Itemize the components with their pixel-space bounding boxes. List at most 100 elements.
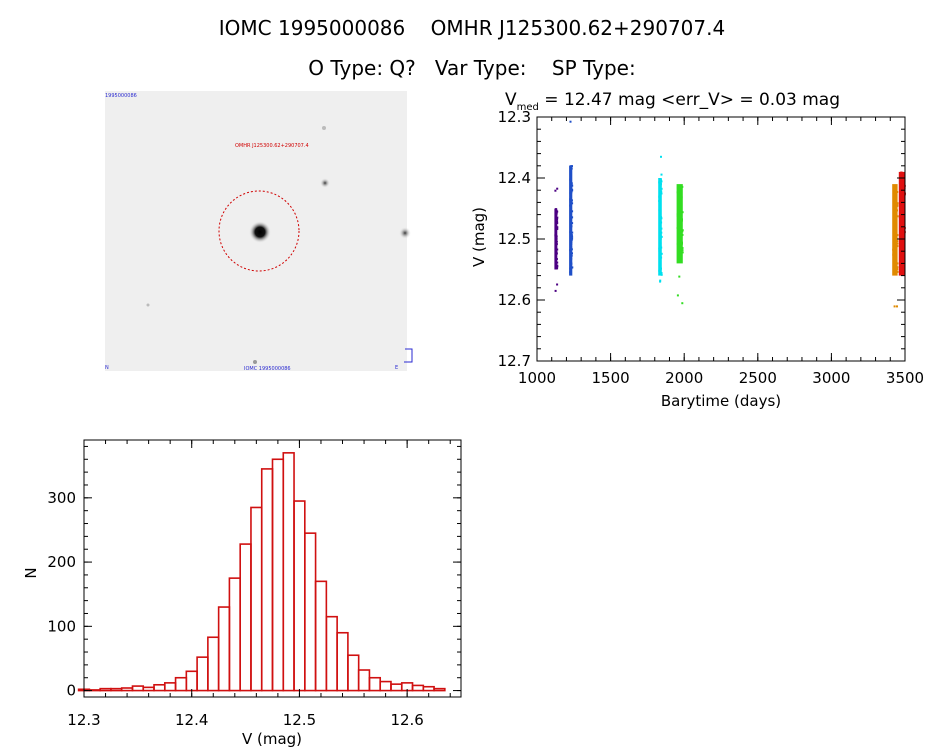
lc-y-axis-label: V (mag) (470, 207, 488, 267)
star-id-title: IOMC 1995000086 OMHR J125300.62+290707.4 (218, 16, 726, 40)
histogram-bar (131, 685, 145, 692)
histogram-bar (379, 680, 392, 692)
histogram-bar (260, 468, 274, 692)
lc-point (554, 189, 557, 192)
histogram-bar (325, 615, 338, 692)
lc-point (569, 120, 572, 123)
lc-x-tick-label: 1500 (592, 369, 630, 387)
histogram-bar (422, 685, 435, 692)
hist-x-axis-label: V (mag) (242, 730, 302, 747)
lc-x-tick-label: 1000 (518, 369, 556, 387)
north-label: N (105, 365, 109, 371)
lc-point (681, 302, 684, 305)
lc-series-season4 (676, 184, 684, 305)
lc-point-band (569, 165, 573, 276)
lc-point (556, 283, 559, 286)
lc-x-tick-label: 3500 (886, 369, 924, 387)
type-info-title: O Type: Q? Var Type: SP Type: (308, 56, 636, 80)
east-label: E (395, 365, 398, 371)
light-curve-title: Vmed = 12.47 mag <err_V> = 0.03 mag (505, 90, 840, 113)
field-star (322, 126, 326, 130)
lc-point (556, 187, 559, 190)
hist-x-tick-label: 12.6 (390, 711, 423, 729)
field-star (146, 303, 150, 307)
lc-y-tick-label: 12.7 (498, 352, 531, 370)
histogram-bar (411, 684, 425, 692)
hist-y-tick-label: 0 (66, 682, 76, 700)
histogram-bar (314, 580, 328, 692)
finder-image: OMHR J125300.62+290707.4 1995000086 N IO… (105, 91, 413, 372)
lc-y-tick-label: 12.4 (498, 169, 531, 187)
histogram-bar (282, 452, 295, 692)
lc-frame (536, 116, 906, 362)
lc-series-season1 (554, 187, 559, 292)
lc-series-season2 (569, 120, 574, 276)
histogram-bar (368, 676, 382, 692)
light-curve-chart: Vmed = 12.47 mag <err_V> = 0.03 mag 1000… (470, 90, 924, 410)
histogram-bar (207, 636, 220, 692)
histogram-bar (110, 687, 123, 692)
lc-series-season3 (658, 155, 663, 283)
light-curve-axes: 1000 1500 2000 2500 3000 3500 12.3 12.4 12.5 12.6… (498, 108, 925, 387)
hist-y-axis-label: N (22, 567, 40, 578)
field-star (320, 178, 330, 188)
histogram-axes: 12.3 12.4 12.5 12.6 0 100 200 300 (47, 439, 462, 729)
lc-point-band (892, 184, 898, 276)
histogram-bars (77, 452, 446, 692)
lc-point (659, 280, 662, 283)
histogram-bar (142, 686, 155, 692)
histogram-bar (250, 506, 263, 692)
lc-series-season5 (892, 184, 899, 308)
lc-y-tick-label: 12.5 (498, 230, 531, 248)
lc-x-axis-label: Barytime (days) (661, 392, 781, 410)
lc-point-band (658, 178, 662, 276)
hist-y-tick-label: 300 (47, 489, 76, 507)
histogram-bar (347, 654, 360, 692)
histogram-bar (217, 606, 231, 692)
field-star (253, 360, 257, 364)
lc-point-band (554, 208, 558, 270)
histogram-bar (153, 683, 166, 692)
histogram-bar (185, 670, 198, 692)
histogram-bar (174, 676, 188, 692)
lc-point (554, 289, 557, 292)
field-star (399, 227, 411, 239)
lc-point (678, 275, 681, 278)
lc-point (893, 305, 896, 308)
histogram-chart: 12.3 12.4 12.5 12.6 0 100 200 300 V (mag) N (22, 439, 462, 747)
lc-x-tick-label: 2000 (665, 369, 703, 387)
target-marker-circle (218, 190, 300, 272)
lc-point (660, 155, 662, 158)
light-curve-points (554, 120, 906, 308)
histogram-bar (196, 656, 209, 692)
hist-frame (83, 439, 462, 698)
histogram-bar (239, 543, 252, 692)
hist-x-tick-label: 12.3 (67, 711, 100, 729)
histogram-bar (390, 683, 403, 692)
histogram-bar (99, 687, 112, 692)
lc-point (660, 173, 663, 176)
target-label: OMHR J125300.62+290707.4 (235, 143, 309, 149)
compass-icon (404, 348, 413, 363)
lc-y-tick-label: 12.6 (498, 291, 531, 309)
histogram-bar (357, 669, 371, 692)
hist-y-tick-label: 200 (47, 553, 76, 571)
hist-y-tick-label: 100 (47, 617, 76, 635)
lc-point-band (898, 171, 905, 276)
histogram-bar (163, 682, 177, 692)
histogram-bar (228, 577, 241, 692)
finder-caption: IOMC 1995000086 (244, 366, 291, 372)
lc-x-tick-label: 3000 (812, 369, 850, 387)
histogram-bar (271, 458, 285, 692)
lc-point (896, 305, 898, 308)
histogram-bar (304, 532, 317, 692)
lc-point-band (676, 184, 683, 264)
lc-point (676, 294, 679, 297)
lc-x-tick-label: 2500 (739, 369, 777, 387)
hist-x-tick-label: 12.5 (283, 711, 316, 729)
histogram-bar (433, 687, 446, 692)
target-star (249, 221, 271, 243)
histogram-bar (336, 631, 349, 692)
hist-x-tick-label: 12.4 (175, 711, 208, 729)
